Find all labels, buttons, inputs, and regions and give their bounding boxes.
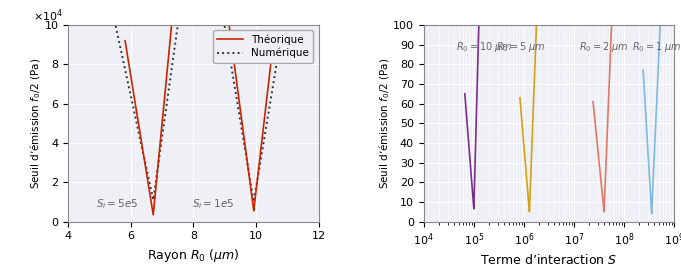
X-axis label: Rayon $R_0$ ($\mu m$): Rayon $R_0$ ($\mu m$) bbox=[147, 247, 240, 264]
Y-axis label: Seuil d’émission $f_0/2$ (Pa): Seuil d’émission $f_0/2$ (Pa) bbox=[29, 58, 43, 189]
X-axis label: Terme d’interaction $S$: Terme d’interaction $S$ bbox=[480, 253, 618, 268]
Text: $\times 10^4$: $\times 10^4$ bbox=[33, 8, 63, 24]
Legend: Théorique, Numérique: Théorique, Numérique bbox=[212, 30, 313, 63]
Text: $R_0 = 10\ \mu m$: $R_0 = 10\ \mu m$ bbox=[456, 40, 512, 55]
Text: $R_0 = 1\ \mu m$: $R_0 = 1\ \mu m$ bbox=[631, 40, 681, 55]
Y-axis label: Seuil d’émission $f_0/2$ (Pa): Seuil d’émission $f_0/2$ (Pa) bbox=[377, 58, 392, 189]
Text: $S_i = 5e5$: $S_i = 5e5$ bbox=[96, 198, 139, 211]
Text: $R_0 = 5\ \mu m$: $R_0 = 5\ \mu m$ bbox=[496, 40, 546, 55]
Text: $S_i = 1e5$: $S_i = 1e5$ bbox=[192, 198, 234, 211]
Text: $R_0 = 2\ \mu m$: $R_0 = 2\ \mu m$ bbox=[579, 40, 629, 55]
